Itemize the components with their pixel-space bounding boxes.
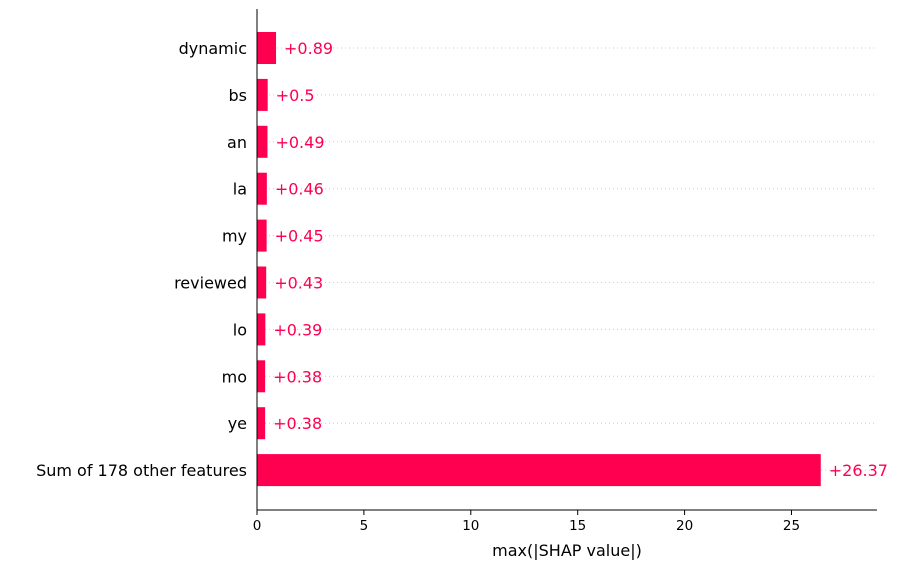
category-label: bs (229, 86, 248, 105)
category-label: mo (222, 367, 247, 386)
bar-1 (257, 78, 268, 111)
value-label: +0.38 (273, 367, 322, 386)
value-label: +0.5 (276, 86, 315, 105)
value-labels: +0.89 +0.5 +0.49 +0.46 +0.45 +0.43 +0.39 +0.38 +… (273, 39, 888, 480)
value-label: +0.89 (284, 39, 333, 58)
axes: 0 5 10 15 20 25 (253, 9, 877, 534)
value-label: +0.45 (275, 227, 324, 246)
category-label: an (227, 133, 247, 152)
value-label: +0.43 (274, 274, 323, 293)
bar-0 (257, 32, 277, 64)
category-label: la (233, 180, 247, 199)
category-label: my (222, 227, 247, 246)
x-tick-label: 25 (783, 518, 800, 534)
bar-8 (257, 407, 266, 440)
grid-lines (257, 47, 877, 471)
bar-7 (257, 360, 266, 393)
category-label: ye (228, 414, 247, 433)
value-label: +0.46 (275, 180, 324, 199)
bar-4 (257, 219, 267, 252)
bars (257, 32, 821, 487)
value-label: +0.38 (273, 414, 322, 433)
x-tick-label: 15 (569, 518, 586, 534)
category-label: Sum of 178 other features (36, 461, 247, 480)
x-tick-label: 5 (360, 518, 369, 534)
bar-6 (257, 313, 266, 346)
category-label: lo (233, 320, 247, 339)
value-label: +26.37 (829, 461, 888, 480)
x-axis-title: max(|SHAP value|) (492, 541, 642, 560)
bar-2 (257, 125, 268, 158)
value-label: +0.39 (273, 320, 322, 339)
x-tick-label: 0 (253, 518, 262, 534)
x-tick-label: 20 (676, 518, 693, 534)
value-label: +0.49 (275, 133, 324, 152)
bar-5 (257, 266, 267, 299)
bar-9 (257, 454, 821, 487)
x-tick-label: 10 (462, 518, 479, 534)
bar-3 (257, 172, 267, 205)
category-labels: dynamic bs an la my reviewed lo mo ye Sum of 178 … (36, 39, 247, 480)
category-label: dynamic (179, 39, 247, 58)
category-label: reviewed (174, 274, 247, 293)
